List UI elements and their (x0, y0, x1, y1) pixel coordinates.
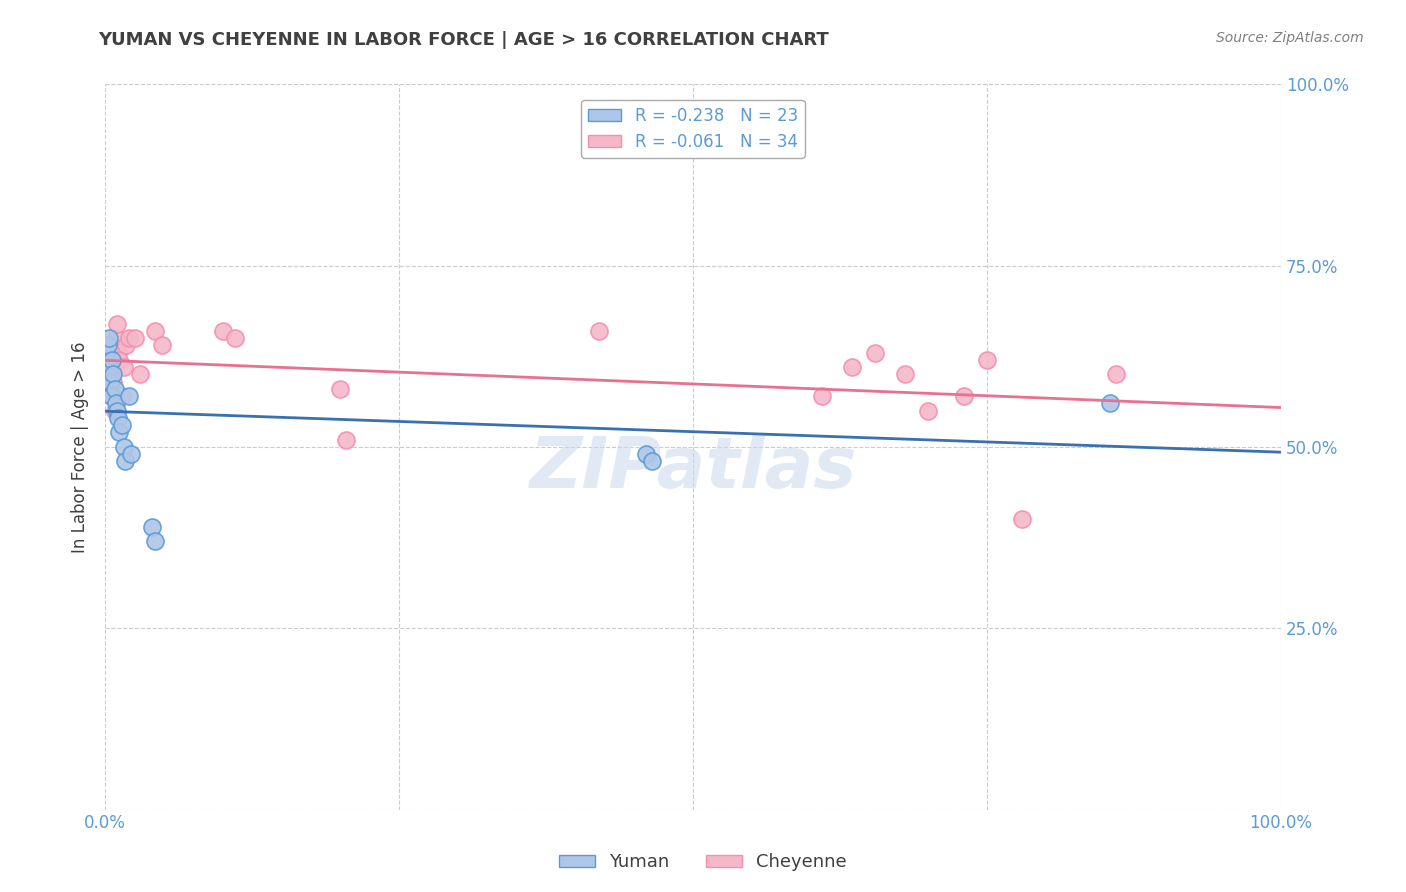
Point (100, 389, 122, 403)
Point (104, 396, 127, 410)
Point (129, 368, 152, 382)
Point (224, 331, 246, 345)
Point (112, 360, 135, 375)
Point (97, 360, 120, 375)
Text: ZIPatlas: ZIPatlas (530, 434, 856, 503)
Point (107, 411, 129, 425)
Point (841, 360, 863, 375)
Point (976, 353, 998, 368)
Point (335, 433, 357, 447)
Point (588, 324, 610, 338)
Point (865, 345, 887, 359)
Point (114, 454, 136, 468)
Point (105, 403, 128, 417)
Point (97, 368, 120, 382)
Y-axis label: In Labor Force | Age > 16: In Labor Force | Age > 16 (72, 342, 89, 553)
Point (641, 454, 664, 468)
Point (108, 425, 131, 440)
Legend: Yuman, Cheyenne: Yuman, Cheyenne (551, 847, 855, 879)
Point (115, 338, 138, 352)
Point (96, 353, 118, 368)
Text: Source: ZipAtlas.com: Source: ZipAtlas.com (1216, 31, 1364, 45)
Point (103, 368, 125, 382)
Point (211, 324, 233, 338)
Point (1099, 396, 1122, 410)
Point (143, 534, 166, 549)
Point (100, 382, 122, 396)
Point (111, 418, 134, 433)
Point (104, 403, 127, 417)
Point (118, 331, 141, 345)
Point (1105, 368, 1128, 382)
Point (98, 375, 121, 389)
Point (101, 389, 124, 403)
Point (141, 520, 163, 534)
Point (96, 345, 118, 359)
Point (104, 331, 127, 345)
Point (634, 447, 657, 461)
Point (97, 360, 120, 375)
Point (97, 338, 120, 352)
Point (143, 324, 166, 338)
Point (98, 338, 121, 352)
Point (112, 440, 135, 454)
Point (118, 389, 141, 403)
Point (105, 317, 128, 331)
Point (811, 389, 834, 403)
Point (101, 353, 124, 368)
Point (111, 389, 134, 403)
Point (107, 345, 129, 359)
Point (952, 389, 974, 403)
Point (917, 403, 939, 417)
Point (124, 331, 146, 345)
Legend: R = -0.238   N = 23, R = -0.061   N = 34: R = -0.238 N = 23, R = -0.061 N = 34 (582, 100, 804, 158)
Point (893, 368, 915, 382)
Point (329, 382, 352, 396)
Point (120, 447, 142, 461)
Text: YUMAN VS CHEYENNE IN LABOR FORCE | AGE > 16 CORRELATION CHART: YUMAN VS CHEYENNE IN LABOR FORCE | AGE >… (98, 31, 830, 49)
Point (97, 331, 120, 345)
Point (103, 375, 125, 389)
Point (108, 353, 131, 368)
Point (1011, 512, 1033, 526)
Point (104, 382, 127, 396)
Point (150, 338, 173, 352)
